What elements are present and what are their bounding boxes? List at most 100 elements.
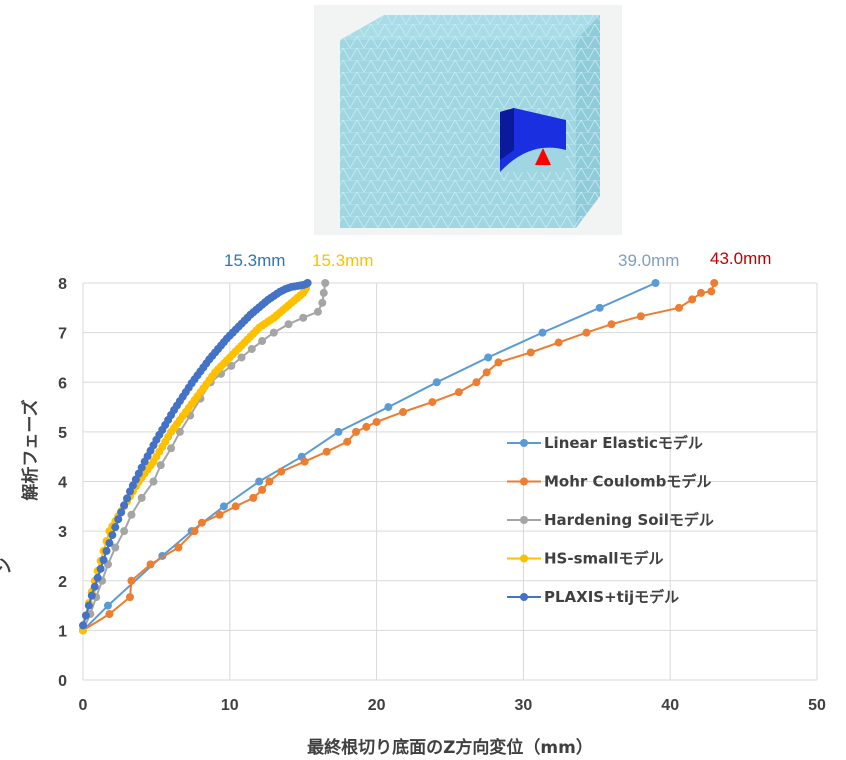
y-tick-label: 8 [58, 276, 67, 293]
data-point [137, 463, 146, 472]
series-line [82, 282, 656, 632]
data-point [120, 501, 129, 510]
data-point [277, 467, 286, 476]
data-point [258, 337, 267, 346]
cropped-left-label: ン [0, 558, 15, 575]
data-point [131, 475, 140, 484]
data-point [237, 353, 246, 362]
data-point [123, 494, 132, 503]
y-tick-label: 7 [58, 326, 67, 343]
data-point [526, 348, 535, 357]
data-point [102, 546, 111, 555]
data-point [197, 518, 206, 527]
y-tick-label: 0 [58, 673, 67, 690]
data-point [352, 427, 361, 436]
annotation-linear-elastic: 39.0mm [618, 251, 679, 270]
series-line [82, 282, 327, 631]
y-tick-label: 2 [58, 574, 67, 591]
series-line [82, 282, 716, 632]
data-point [482, 368, 491, 377]
data-point [108, 531, 117, 540]
data-point [318, 298, 327, 307]
data-point [494, 358, 503, 367]
x-tick-labels: 0 10 20 30 40 50 [79, 697, 826, 714]
x-tick-label: 40 [661, 697, 679, 714]
data-point [697, 288, 706, 297]
data-point [362, 422, 371, 431]
annotation-hs-small: 15.3mm [312, 251, 373, 270]
data-point [105, 609, 114, 618]
data-point [265, 477, 274, 486]
legend-swatch-marker [520, 593, 528, 601]
legend: Linear Elasticモデル Mohr Coulombモデル Hardenin… [507, 434, 714, 606]
data-point [127, 510, 136, 519]
x-tick-label: 20 [368, 697, 386, 714]
data-point [675, 303, 684, 312]
pit-floor [500, 147, 566, 172]
data-point [372, 417, 381, 426]
data-point [215, 510, 224, 519]
data-point [93, 573, 102, 582]
series-4 [79, 279, 312, 630]
data-point [219, 502, 228, 511]
x-axis-label: 最終根切り底面のZ方向変位（mm） [307, 737, 593, 758]
data-point [319, 288, 328, 297]
y-tick-label: 4 [58, 475, 67, 492]
annotation-plaxis-tij: 15.3mm [224, 251, 285, 270]
y-axis-label: 解析フェーズ [20, 399, 41, 500]
data-point [127, 576, 136, 585]
data-point [472, 378, 481, 387]
y-tick-labels: 0 1 2 3 4 5 6 7 8 [58, 276, 67, 690]
data-point [125, 593, 134, 602]
data-point [484, 353, 493, 362]
data-point [538, 328, 547, 337]
data-point [111, 523, 120, 532]
data-point [105, 539, 114, 548]
data-point [87, 591, 96, 600]
data-point [120, 527, 129, 536]
data-point [84, 601, 93, 610]
series-1 [79, 279, 719, 635]
data-point [149, 477, 158, 486]
x-tick-label: 50 [808, 697, 826, 714]
grid [82, 282, 818, 681]
data-point [688, 295, 697, 304]
series-layer [79, 279, 719, 635]
legend-swatch-marker [520, 439, 528, 447]
data-point [432, 378, 441, 387]
data-point [255, 477, 264, 486]
data-point [79, 621, 87, 630]
data-point [284, 320, 293, 329]
legend-item: HS-smallモデル [507, 550, 664, 568]
data-point [167, 444, 176, 453]
data-point [710, 279, 719, 287]
data-point [303, 279, 312, 287]
data-point [156, 461, 165, 470]
y-tick-label: 1 [58, 623, 67, 640]
legend-item: Linear Elasticモデル [507, 434, 703, 452]
data-point [125, 487, 134, 496]
data-point [636, 312, 645, 321]
data-point [103, 601, 112, 610]
data-point [554, 338, 563, 347]
data-point [99, 555, 108, 564]
data-point [128, 481, 137, 490]
legend-item: Mohr Coulombモデル [507, 473, 711, 491]
data-point [146, 560, 155, 569]
data-point [454, 388, 463, 397]
legend-swatch-marker [520, 516, 528, 524]
data-point [321, 279, 330, 287]
excavation-model-3d-image [314, 5, 622, 235]
legend-item: Hardening Soilモデル [507, 511, 714, 529]
data-point [399, 408, 408, 417]
legend-label: HS-smallモデル [544, 550, 664, 568]
data-point [299, 313, 308, 322]
data-point [258, 485, 267, 494]
y-tick-label: 3 [58, 524, 67, 541]
data-point [96, 564, 105, 573]
legend-label: Linear Elasticモデル [544, 434, 703, 452]
data-point [175, 427, 184, 436]
data-point [707, 287, 716, 296]
